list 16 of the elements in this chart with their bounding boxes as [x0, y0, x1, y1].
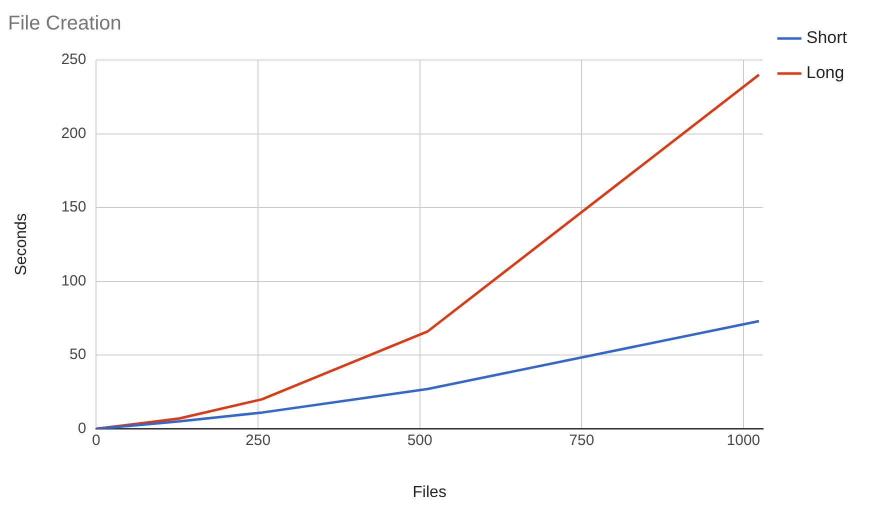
y-axis-title: Seconds [13, 213, 30, 276]
chart-title: File Creation [8, 12, 122, 35]
x-tick-label: 1000 [726, 432, 760, 449]
x-tick-label: 750 [569, 432, 594, 449]
y-tick-label: 250 [61, 51, 86, 68]
x-tick-label: 250 [246, 432, 271, 449]
y-tick-label: 100 [61, 272, 86, 290]
y-tick-label: 200 [61, 124, 86, 142]
x-tick-label: 500 [407, 432, 432, 449]
legend-label: Short [806, 28, 848, 48]
x-tick-label: 0 [92, 432, 100, 449]
y-tick-label: 0 [78, 420, 86, 437]
y-tick-label: 150 [61, 198, 86, 216]
y-tick-label: 50 [70, 346, 86, 364]
x-axis-title: Files [412, 484, 446, 501]
legend-label: Long [806, 63, 844, 82]
